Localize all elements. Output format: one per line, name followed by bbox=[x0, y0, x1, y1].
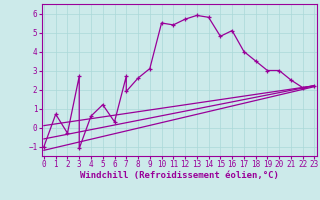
X-axis label: Windchill (Refroidissement éolien,°C): Windchill (Refroidissement éolien,°C) bbox=[80, 171, 279, 180]
